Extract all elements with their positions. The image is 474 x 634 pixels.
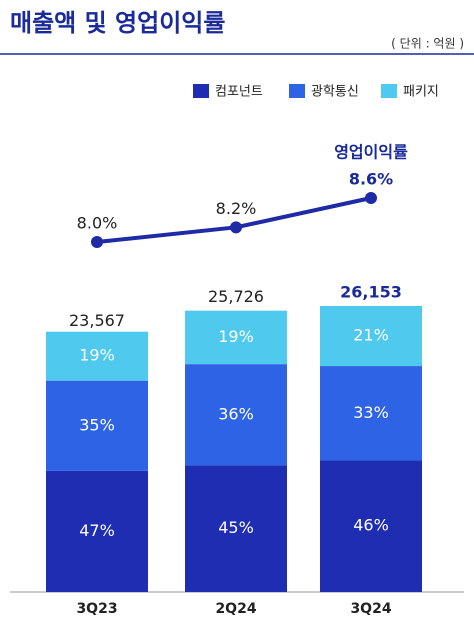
bar-segment bbox=[320, 366, 422, 461]
segment-label: 35% bbox=[79, 415, 115, 434]
segment-label: 19% bbox=[79, 346, 115, 365]
margin-point bbox=[91, 236, 103, 248]
legend-swatch bbox=[381, 84, 397, 98]
bar-segment bbox=[185, 465, 287, 592]
line-name: 영업이익률 bbox=[334, 143, 408, 162]
bar-segment bbox=[46, 380, 148, 471]
margin-label: 8.2% bbox=[216, 199, 257, 218]
bar-segment bbox=[320, 460, 422, 592]
legend-label: 광학통신 bbox=[311, 85, 359, 100]
x-tick-label: 3Q24 bbox=[350, 601, 391, 617]
margin-label: 8.6% bbox=[349, 170, 393, 189]
unit-label: ( 단위 : 억원 ) bbox=[391, 37, 464, 51]
x-tick-label: 2Q24 bbox=[215, 601, 256, 617]
bar-segment bbox=[46, 331, 148, 381]
legend-swatch bbox=[193, 84, 209, 98]
margin-point bbox=[365, 192, 377, 204]
total-label: 26,153 bbox=[340, 283, 402, 302]
legend-swatch bbox=[289, 84, 305, 98]
total-label: 23,567 bbox=[69, 311, 125, 330]
segment-label: 33% bbox=[353, 403, 389, 422]
legend-label: 컴포넌트 bbox=[215, 85, 263, 100]
x-tick-label: 3Q23 bbox=[76, 601, 117, 617]
chart-title: 매출액 및 영업이익률 bbox=[10, 9, 225, 37]
margin-label: 8.0% bbox=[77, 214, 118, 233]
margin-point bbox=[230, 221, 242, 234]
segment-label: 46% bbox=[353, 516, 389, 535]
bar-segment bbox=[46, 470, 148, 592]
segment-label: 47% bbox=[79, 521, 115, 540]
bar-segment bbox=[185, 310, 287, 365]
segment-label: 19% bbox=[218, 327, 254, 346]
segment-label: 36% bbox=[218, 404, 254, 423]
bar-segment bbox=[320, 306, 422, 367]
segment-label: 21% bbox=[353, 326, 389, 345]
bar-segment bbox=[185, 364, 287, 466]
total-label: 25,726 bbox=[208, 287, 264, 306]
legend-label: 패키지 bbox=[403, 85, 439, 100]
segment-label: 45% bbox=[218, 518, 254, 537]
